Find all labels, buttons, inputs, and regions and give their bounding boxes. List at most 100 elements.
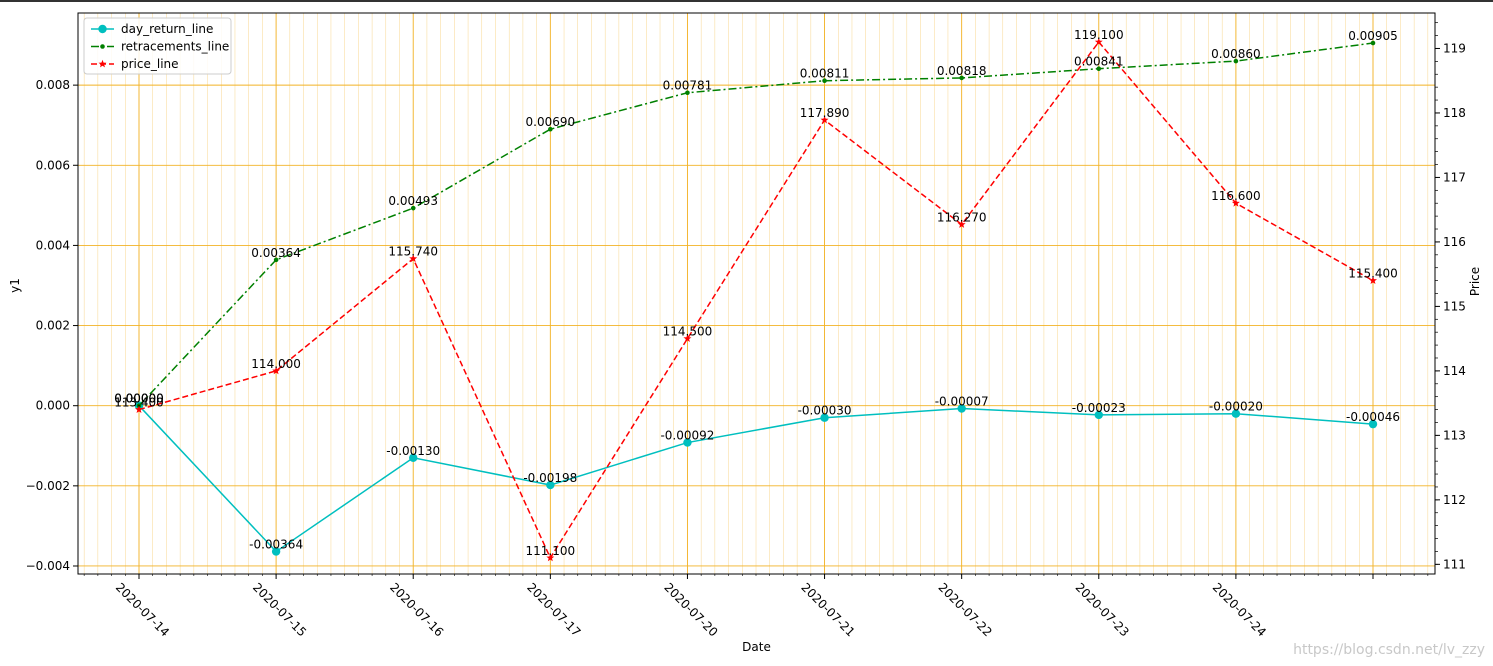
data-point <box>1233 58 1239 64</box>
y-right-tick-label: 116 <box>1443 235 1466 249</box>
legend: day_return_line retracements_line price_li… <box>83 17 232 75</box>
y-left-tick-label: 0.004 <box>36 238 70 252</box>
legend-label: day_return_line <box>121 22 213 36</box>
data-label: 0.00364 <box>251 246 301 260</box>
data-point <box>822 78 827 84</box>
data-point <box>273 257 279 263</box>
data-label: 114.500 <box>663 325 713 339</box>
series-layer <box>134 37 1378 562</box>
data-label: -0.00198 <box>523 471 577 485</box>
data-label: 113.400 <box>114 396 164 410</box>
y-left-tick-label: 0.006 <box>36 158 70 172</box>
data-point <box>100 44 105 49</box>
x-tick-label: 2020-07-20 <box>661 580 720 639</box>
data-label: -0.00030 <box>798 404 852 418</box>
data-point <box>683 334 692 343</box>
data-label: 111.100 <box>526 544 576 558</box>
data-label: 117.890 <box>800 106 850 120</box>
data-label: 0.00000 <box>114 392 164 406</box>
x-axis-label: Date <box>742 640 771 654</box>
data-point <box>410 205 416 211</box>
data-point <box>1231 199 1240 207</box>
legend-item-retracements-line: retracements_line <box>91 40 229 54</box>
data-label: 119.100 <box>1074 28 1124 42</box>
legend-item-day-return-line: day_return_line <box>91 22 213 36</box>
data-label: -0.00364 <box>249 538 303 552</box>
legend-label: retracements_line <box>121 40 229 54</box>
y-right-tick-label: 113 <box>1443 428 1466 442</box>
y-axis-label-right: Price <box>1468 267 1482 296</box>
x-tick-label: 2020-07-24 <box>1210 580 1269 639</box>
data-point <box>1094 37 1103 46</box>
data-label: 116.270 <box>937 211 987 225</box>
data-label: -0.00130 <box>386 444 440 458</box>
data-label: 0.00860 <box>1211 47 1261 61</box>
watermark: https://blog.csdn.net/lv_zzy <box>1293 642 1485 658</box>
data-label: 0.00781 <box>663 79 713 93</box>
legend-box <box>83 17 232 75</box>
data-point <box>548 126 553 132</box>
data-point <box>1368 419 1378 429</box>
data-point <box>409 254 418 263</box>
data-point <box>98 24 107 34</box>
minor-grid <box>83 13 1429 574</box>
data-point <box>820 115 829 124</box>
data-label: 0.00690 <box>526 115 576 129</box>
data-point <box>271 547 281 556</box>
y-left-tick-label: 0.000 <box>36 399 70 413</box>
data-label: 116.600 <box>1211 189 1261 203</box>
x-tick-label: 2020-07-22 <box>936 580 995 639</box>
y-axis-label-left: y1 <box>8 278 22 293</box>
data-point <box>820 413 829 422</box>
series-line <box>138 40 1374 560</box>
data-label: 0.00000 <box>114 392 164 406</box>
y-right-tick-label: 112 <box>1443 493 1466 507</box>
data-point <box>959 75 964 81</box>
y-left-tick-label: −0.002 <box>26 479 70 493</box>
y-right-tick-label: 111 <box>1443 557 1466 571</box>
data-label: 115.400 <box>1348 267 1398 281</box>
right-axis: 111 112 113 114 115 116 117 118 119 <box>1435 22 1466 571</box>
data-label: 0.00811 <box>800 67 850 81</box>
data-point <box>546 553 555 562</box>
y-right-tick-label: 114 <box>1443 364 1466 378</box>
data-label: -0.00020 <box>1209 400 1263 414</box>
y-left-tick-label: 0.008 <box>36 78 70 92</box>
x-tick-label: 2020-07-14 <box>113 580 172 639</box>
data-point <box>685 90 690 96</box>
x-tick-label: 2020-07-23 <box>1073 580 1132 639</box>
legend-item-price-line: price_line <box>91 57 179 71</box>
data-label: 0.00841 <box>1074 55 1124 69</box>
data-point <box>1370 40 1376 46</box>
series-line <box>138 405 1374 553</box>
data-label: 0.00905 <box>1348 29 1398 43</box>
y-right-tick-label: 118 <box>1443 106 1466 120</box>
data-point <box>272 366 281 375</box>
data-label: -0.00092 <box>660 429 714 443</box>
x-tick-label: 2020-07-15 <box>250 580 309 639</box>
data-point <box>683 438 692 447</box>
y-left-tick-label: 0.002 <box>36 319 70 333</box>
data-point <box>1094 410 1103 420</box>
series-price-line <box>135 37 1377 562</box>
data-point <box>409 453 418 462</box>
left-axis: −0.004 −0.002 0.000 0.002 0.004 0.006 0.008 <box>26 78 78 573</box>
data-point <box>957 404 966 413</box>
data-point <box>1369 276 1377 284</box>
data-label: -0.00023 <box>1072 401 1126 415</box>
data-point <box>1096 66 1102 71</box>
bottom-axis: 2020-07-14 2020-07-15 2020-07-16 2020-07-17… <box>83 574 1429 639</box>
y-right-tick-label: 119 <box>1443 41 1466 55</box>
data-point <box>546 480 555 490</box>
data-label: 114.000 <box>251 357 301 371</box>
data-point <box>957 220 966 228</box>
y-right-tick-label: 115 <box>1443 299 1466 313</box>
data-label: 115.740 <box>388 245 438 259</box>
data-label: 0.00818 <box>937 64 987 78</box>
x-tick-label: 2020-07-16 <box>387 580 446 639</box>
data-point <box>1231 409 1241 418</box>
major-grid <box>78 13 1435 574</box>
data-point <box>98 59 107 68</box>
y-left-tick-label: −0.004 <box>26 559 70 573</box>
